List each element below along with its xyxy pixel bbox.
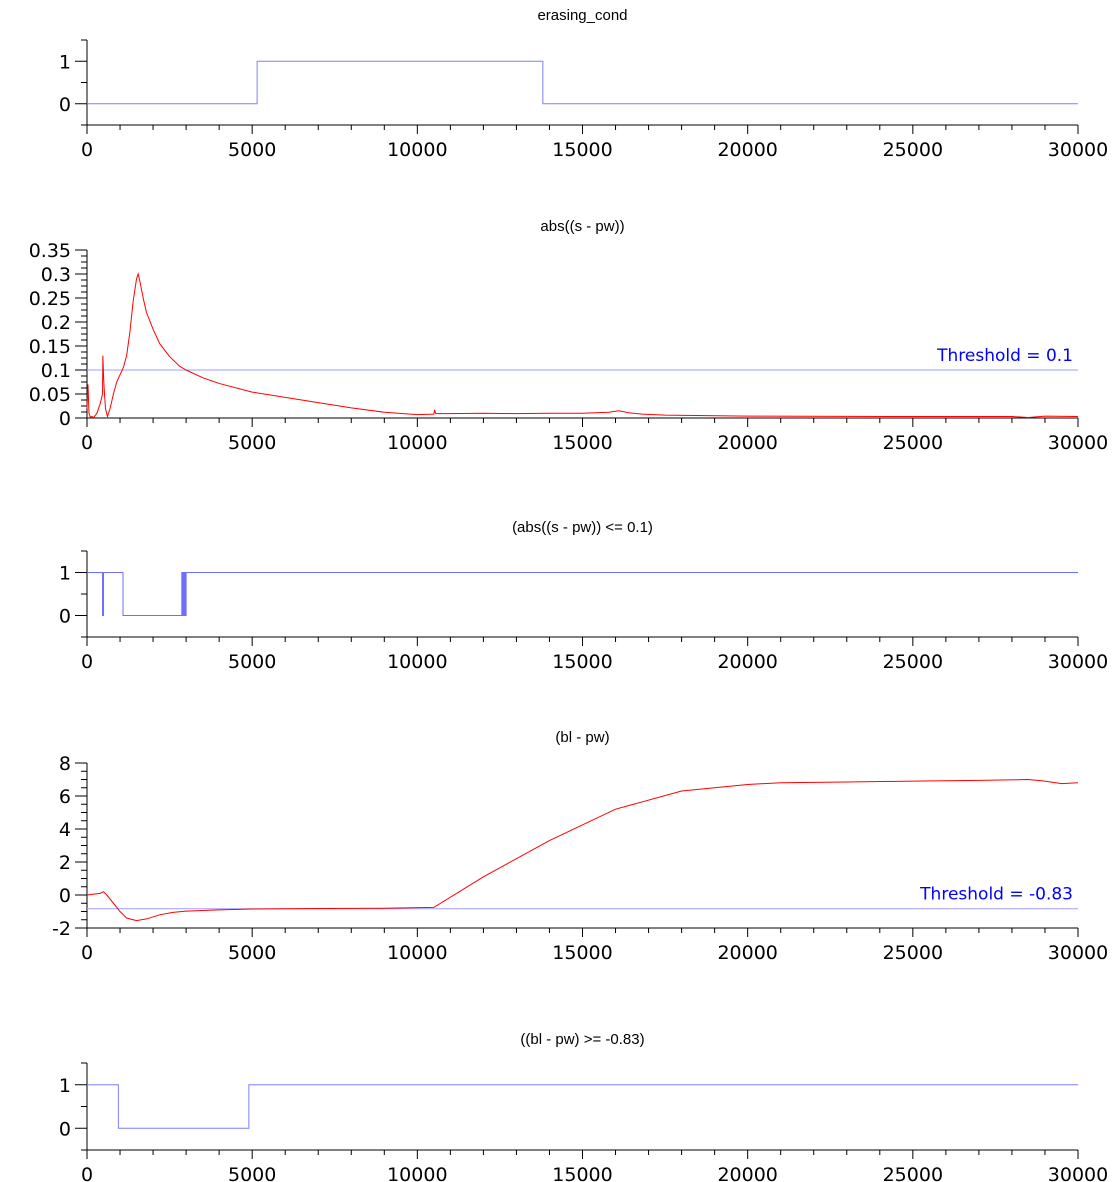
x-tick-label: 5000 xyxy=(228,432,276,454)
y-tick-label: 0.15 xyxy=(29,336,71,358)
series-line-1 xyxy=(87,60,1078,105)
x-tick-label: 20000 xyxy=(717,139,777,161)
x-tick-label: 10000 xyxy=(387,651,447,673)
y-tick-label: 4 xyxy=(59,819,71,841)
y-tick-label: 1 xyxy=(59,563,71,585)
x-tick-label: 15000 xyxy=(552,139,612,161)
x-tick-label: 5000 xyxy=(228,651,276,673)
x-tick-label: 30000 xyxy=(1048,432,1108,454)
x-tick-label: 0 xyxy=(81,139,93,161)
x-tick-label: 20000 xyxy=(717,942,777,964)
x-tick-label: 15000 xyxy=(552,651,612,673)
x-tick-label: 25000 xyxy=(883,139,943,161)
chart-panel-5: ((bl - pw) >= -0.83) 0 5000 10000 15000 20000… xyxy=(59,1031,1108,1182)
x-tick-label: 10000 xyxy=(387,139,447,161)
chart-title: (bl - pw) xyxy=(555,729,609,746)
x-tick-label: 30000 xyxy=(1048,139,1108,161)
x-tick-label: 20000 xyxy=(717,1164,777,1182)
x-tick-label: 25000 xyxy=(883,651,943,673)
chart-panel-1: erasing_cond 0 5000 10000 15000 20000 25000 300… xyxy=(59,7,1108,161)
y-tick-label: 1 xyxy=(59,1075,71,1097)
y-tick-label: 0 xyxy=(59,94,71,116)
x-tick-label: 10000 xyxy=(387,1164,447,1182)
y-tick-label: 0 xyxy=(59,408,71,430)
threshold-label: Threshold = -0.83 xyxy=(919,885,1073,905)
x-tick-label: 20000 xyxy=(717,651,777,673)
x-tick-label: 0 xyxy=(81,942,93,964)
chart-panel-4: (bl - pw) 0 5000 10000 15000 20000 25000 30000 -… xyxy=(52,729,1108,964)
series-line-1 xyxy=(86,778,1079,922)
y-tick-label: 0.2 xyxy=(41,312,71,334)
x-tick-label: 15000 xyxy=(552,432,612,454)
chart-title: erasing_cond xyxy=(537,7,627,24)
y-tick-label: 0 xyxy=(59,1118,71,1140)
x-tick-label: 0 xyxy=(81,651,93,673)
series-line-1 xyxy=(87,572,1078,616)
y-tick-label: 0.05 xyxy=(29,384,71,406)
y-tick-label: 0.3 xyxy=(41,264,71,286)
threshold-label: Threshold = 0.1 xyxy=(936,346,1073,366)
x-tick-label: 20000 xyxy=(717,432,777,454)
y-tick-label: 0 xyxy=(59,606,71,628)
y-tick-label: 2 xyxy=(59,852,71,874)
x-tick-label: 0 xyxy=(81,1164,93,1182)
y-tick-label: 8 xyxy=(59,753,71,775)
x-tick-label: 15000 xyxy=(552,1164,612,1182)
chart-panel-3: (abs((s - pw)) <= 0.1) 0 5000 10000 15000 200… xyxy=(59,519,1108,673)
chart-title: ((bl - pw) >= -0.83) xyxy=(520,1031,644,1048)
x-tick-label: 15000 xyxy=(552,942,612,964)
chart-panel-2: abs((s - pw)) 0 5000 10000 15000 20000 25000 30… xyxy=(29,218,1109,454)
series-line-1 xyxy=(86,272,1079,419)
y-tick-label: -2 xyxy=(52,918,71,940)
y-tick-label: 1 xyxy=(59,51,71,73)
y-tick-label: 0.25 xyxy=(29,288,71,310)
y-tick-label: 6 xyxy=(59,786,71,808)
x-tick-label: 30000 xyxy=(1048,1164,1108,1182)
chart-title: (abs((s - pw)) <= 0.1) xyxy=(512,519,653,536)
y-tick-label: 0.1 xyxy=(41,360,71,382)
x-tick-label: 25000 xyxy=(883,1164,943,1182)
x-tick-label: 5000 xyxy=(228,942,276,964)
y-tick-label: 0.35 xyxy=(29,240,71,262)
chart-title: abs((s - pw)) xyxy=(540,218,624,235)
x-tick-label: 25000 xyxy=(883,942,943,964)
y-tick-label: 0 xyxy=(59,885,71,907)
series-line-1 xyxy=(87,1084,1078,1129)
x-tick-label: 30000 xyxy=(1048,942,1108,964)
x-tick-label: 5000 xyxy=(228,139,276,161)
x-tick-label: 30000 xyxy=(1048,651,1108,673)
x-tick-label: 25000 xyxy=(883,432,943,454)
x-tick-label: 5000 xyxy=(228,1164,276,1182)
x-tick-label: 0 xyxy=(81,432,93,454)
x-tick-label: 10000 xyxy=(387,432,447,454)
x-tick-label: 10000 xyxy=(387,942,447,964)
